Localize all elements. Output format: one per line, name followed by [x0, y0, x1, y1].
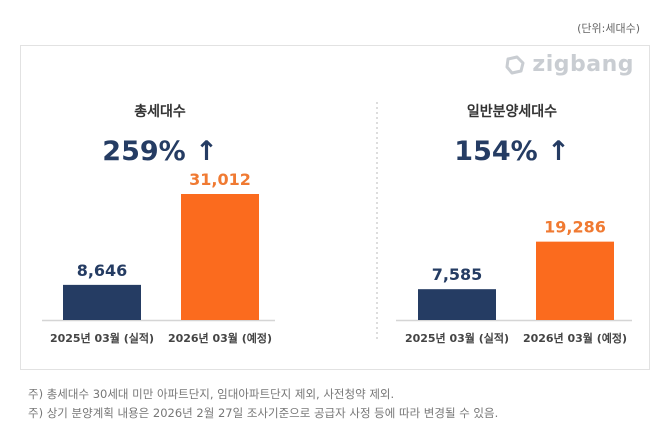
bar-2025 — [63, 284, 141, 320]
x-tick-label: 2025년 03월 (실적) — [50, 331, 154, 345]
data-label: 19,286 — [544, 218, 606, 237]
chart-card — [20, 45, 650, 370]
footnote-2: 주) 상기 분양계획 내용은 2026년 2월 27일 조사기준으로 공급자 사… — [28, 406, 499, 420]
footnote-1: 주) 총세대수 30세대 미만 아파트단지, 임대아파트단지 제외, 사전청약 … — [28, 387, 395, 401]
bar-2026 — [536, 241, 614, 320]
zigbang-logo-icon — [505, 55, 525, 74]
data-label: 7,585 — [432, 265, 483, 284]
x-tick-label: 2026년 03월 (예정) — [168, 331, 272, 345]
change-percent: 154% ↑ — [454, 136, 569, 167]
x-tick-label: 2026년 03월 (예정) — [523, 331, 627, 345]
bar-2025 — [418, 289, 496, 320]
bar-2026 — [181, 194, 259, 320]
logo-text: zigbang — [532, 52, 634, 77]
chart-title: 일반분양세대수 — [467, 103, 557, 120]
data-label: 31,012 — [189, 170, 251, 189]
unit-label: (단위:세대수) — [577, 22, 640, 35]
chart-title: 총세대수 — [134, 104, 186, 120]
zigbang-logo: zigbang — [504, 52, 634, 77]
data-label: 8,646 — [77, 261, 128, 280]
change-percent: 259% ↑ — [102, 136, 217, 167]
x-tick-label: 2025년 03월 (실적) — [405, 331, 509, 345]
